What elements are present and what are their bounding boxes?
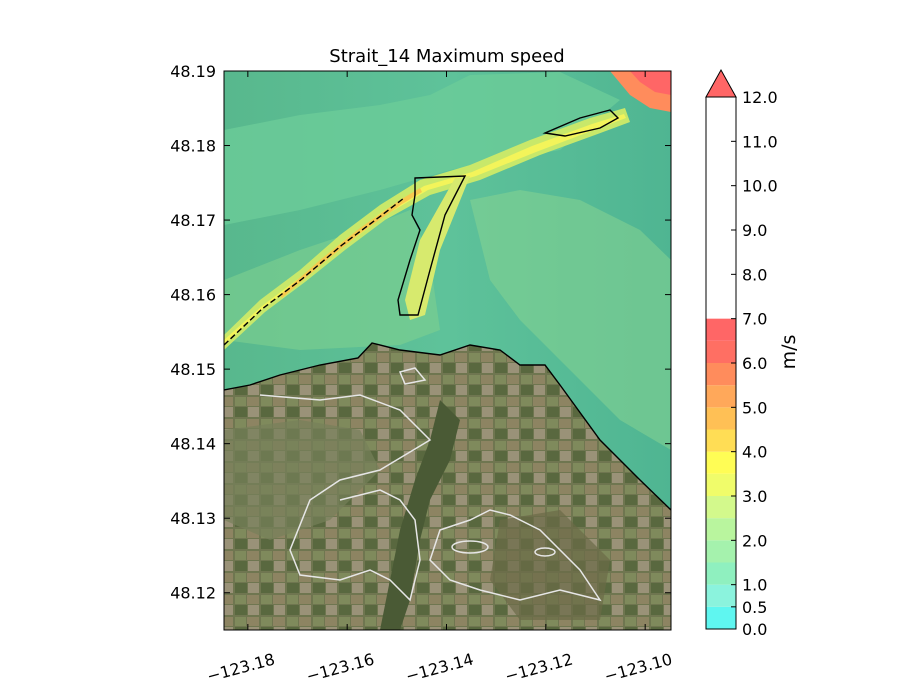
y-tick-label: 48.19 (170, 62, 216, 81)
northeast-hotspot-core (630, 71, 671, 95)
colorbar-label: m/s (778, 335, 800, 370)
channel-band-outer (224, 108, 630, 350)
colorbar-segment (706, 363, 736, 386)
y-tick-label: 48.14 (170, 435, 216, 454)
colorbar-segment (706, 584, 736, 607)
colorbar-tick-label: 11.0 (742, 132, 778, 151)
colorbar-segment (706, 429, 736, 452)
land-contour (259, 394, 432, 602)
colorbar-segment (706, 540, 736, 563)
plot-frame (223, 70, 672, 631)
colorbar-tick-label: 10.0 (742, 177, 778, 196)
black-contour-secondary (397, 175, 467, 316)
x-tick-label: −123.14 (404, 650, 476, 686)
y-tick-label: 48.16 (170, 286, 216, 305)
y-tick-label: 48.18 (170, 137, 216, 156)
colorbar-segment (706, 496, 736, 519)
colorbar-segment (706, 562, 736, 585)
plot-area (224, 71, 671, 630)
colorbar-segment (706, 518, 736, 541)
colorbar-tick-label: 3.0 (742, 487, 767, 506)
y-axis: 48.12 48.13 48.14 48.15 48.16 48.17 48.18 48.19 (170, 62, 671, 603)
x-tick-label: −123.18 (205, 650, 277, 686)
black-contour-coast (224, 342, 671, 511)
speed-region-mid (224, 210, 440, 350)
colorbar-segment (706, 385, 736, 408)
channel-band-core (280, 188, 422, 298)
land-contour-2 (398, 367, 427, 385)
colorbar-tick-label: 5.0 (742, 398, 767, 417)
colorbar-tick-label: 12.0 (742, 88, 778, 107)
colorbar-tick-label: 8.0 (742, 265, 767, 284)
x-tick-label: −123.16 (304, 650, 376, 686)
land-contour-5 (534, 547, 556, 557)
black-contour-channel (224, 197, 405, 346)
land-contour-3 (429, 509, 602, 602)
colorbar-segment (706, 451, 736, 474)
colorbar-segment (706, 340, 736, 363)
colorbar-tick-label: 4.0 (742, 443, 767, 462)
colorbar-tick-label: 2.0 (742, 531, 767, 550)
colorbar-tick-label: 9.0 (742, 221, 767, 240)
colorbar-tick-label: 0.0 (742, 620, 767, 639)
colorbar-tick-label: 6.0 (742, 354, 767, 373)
colorbar: 0.0 0.5 1.0 2.0 3.0 4.0 5.0 6.0 7.0 8.0 9.0 10.0 11.… (705, 68, 778, 639)
y-tick-label: 48.15 (170, 360, 216, 379)
colorbar-extend-arrow (705, 68, 737, 98)
speed-region-light (224, 72, 620, 225)
colorbar-tick-label: 1.0 (742, 576, 767, 595)
y-tick-label: 48.12 (170, 584, 216, 603)
colorbar-segment (706, 318, 736, 341)
y-tick-label: 48.13 (170, 509, 216, 528)
chart-title: Strait_14 Maximum speed (329, 46, 564, 67)
speed-region-east (470, 190, 671, 450)
x-tick-label: −123.12 (503, 650, 575, 686)
colorbar-segment (706, 407, 736, 430)
colorbar-segment (706, 606, 736, 629)
land-contour-4 (451, 540, 489, 554)
black-contour-loop-north (542, 109, 620, 137)
colorbar-tick-label: 7.0 (742, 310, 767, 329)
colorbar-tick-label: 0.5 (742, 598, 767, 617)
y-tick-label: 48.17 (170, 211, 216, 230)
x-tick-label: −123.10 (602, 650, 674, 686)
colorbar-segment (706, 473, 736, 496)
secondary-channel (405, 176, 470, 320)
